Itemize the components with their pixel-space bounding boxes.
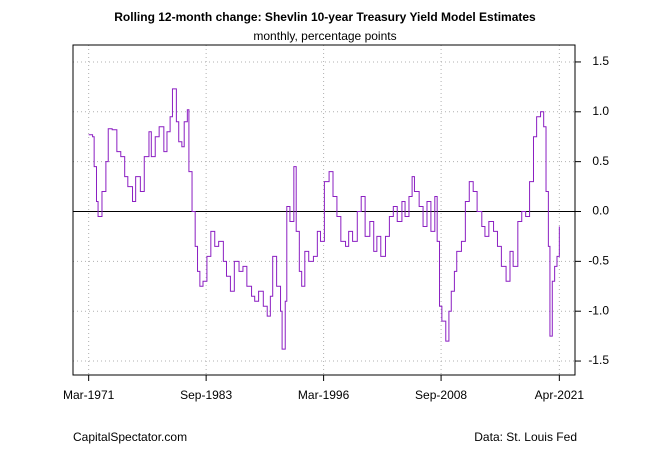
plot-frame bbox=[72, 44, 576, 376]
data-line bbox=[88, 88, 560, 350]
x-tick-label: Sep-1983 bbox=[180, 388, 232, 402]
chart-subtitle: monthly, percentage points bbox=[253, 29, 396, 43]
source-left: CapitalSpectator.com bbox=[73, 430, 187, 444]
y-tick-label: 0.5 bbox=[592, 154, 609, 168]
y-tick-label: 1.0 bbox=[592, 104, 609, 118]
x-tick-label: Mar-1996 bbox=[298, 388, 350, 402]
y-tick-label: -1.0 bbox=[588, 303, 609, 317]
chart-title: Rolling 12-month change: Shevlin 10-year… bbox=[114, 10, 536, 24]
y-tick-label: -0.5 bbox=[588, 254, 609, 268]
y-tick-label: 0.0 bbox=[592, 204, 609, 218]
y-tick-label: 1.5 bbox=[592, 54, 609, 68]
x-tick-label: Sep-2008 bbox=[415, 388, 467, 402]
x-tick-label: Apr-2021 bbox=[535, 388, 585, 402]
y-tick-label: -1.5 bbox=[588, 353, 609, 367]
source-right: Data: St. Louis Fed bbox=[474, 430, 577, 444]
x-tick-label: Mar-1971 bbox=[63, 388, 115, 402]
